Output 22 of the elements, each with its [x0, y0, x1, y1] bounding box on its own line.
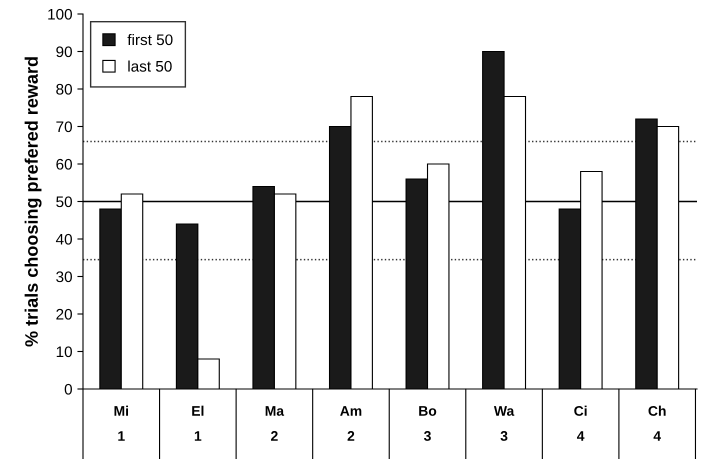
x-tick-label: El 1 [192, 406, 204, 441]
y-tick-label: 100 [48, 8, 72, 20]
y-axis-title: % trials choosing prefered reward [24, 57, 42, 347]
y-tick-label: 30 [56, 271, 72, 282]
y-tick-label: 40 [56, 234, 72, 245]
x-tick-label: Wa 3 [494, 406, 514, 441]
x-tick-label: Ch 4 [648, 406, 666, 441]
x-tick-label: Mi 1 [114, 406, 128, 441]
y-tick-label: 20 [56, 308, 72, 320]
x-tick-label: Ci 4 [574, 406, 587, 441]
y-tick-label: 60 [56, 158, 72, 170]
y-tick-label: 90 [56, 46, 72, 58]
y-tick-label: 50 [56, 196, 72, 208]
y-tick-label: 0 [64, 384, 72, 395]
y-tick-label: 80 [56, 84, 72, 95]
y-tick-label: 10 [56, 346, 72, 358]
x-tick-label: Am 2 [340, 406, 362, 441]
x-tick-label: Ma 2 [266, 406, 284, 441]
x-tick-label: Bo 3 [419, 406, 436, 441]
y-tick-label: 70 [56, 121, 72, 132]
legend-label: last 50 [128, 60, 172, 72]
legend-label: first 50 [128, 34, 173, 46]
